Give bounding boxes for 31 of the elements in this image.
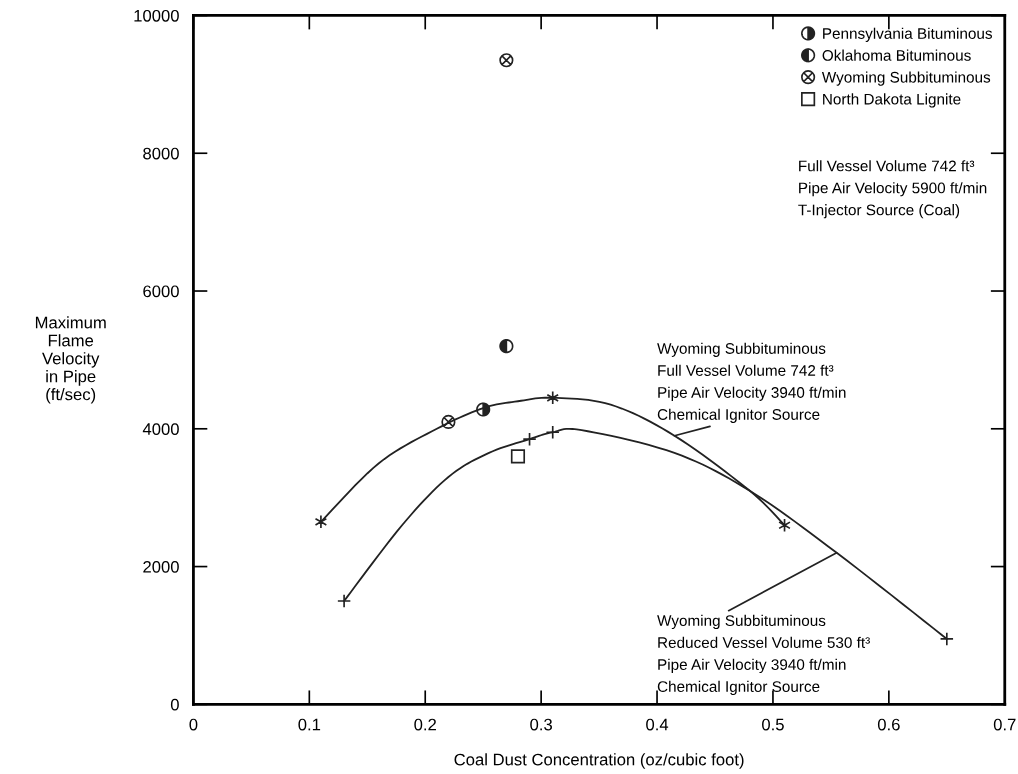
y-tick-label: 10000 xyxy=(134,9,179,22)
y-tick-label: 8000 xyxy=(143,147,179,160)
x-tick-label: 0.7 xyxy=(993,718,1016,731)
point xyxy=(510,449,526,464)
y-tick-label: 6000 xyxy=(143,285,179,298)
annotation: Full Vessel Volume 742 ft³ Pipe Air Velocity 5900 ft/min T-Injector Source (Coal) xyxy=(798,160,987,219)
legend-label: Wyoming Subbituminous xyxy=(821,71,991,86)
point xyxy=(314,514,328,529)
y-tick-label: 0 xyxy=(170,698,179,711)
x-tick-label: 0.3 xyxy=(530,718,552,731)
legend-label: Pennsylvania Bituminous xyxy=(823,27,992,42)
y-axis-title: Maximum Flame Velocity in Pipe (ft/sec) xyxy=(35,316,106,404)
annotation: Wyoming Subbituminous Reduced Vessel Volume 530 ft³ Pipe Air Velocity 3940 ft/min Chemical Ignitor Source xyxy=(657,614,870,696)
point xyxy=(441,414,456,429)
point xyxy=(499,339,514,354)
point xyxy=(499,53,514,68)
point xyxy=(546,390,559,405)
annotation: Wyoming Subbituminous Full Vessel Volume 742 ft³ Pipe Air Velocity 3940 ft/min Chemical Ignitor Source xyxy=(657,342,846,423)
x-tick-label: 0.2 xyxy=(414,718,436,731)
legend-label: Oklahoma Bituminous xyxy=(822,49,971,61)
x-tick-label: 0 xyxy=(189,718,198,731)
y-tick-label: 4000 xyxy=(142,423,179,435)
x-tick-label: 0.6 xyxy=(877,718,900,731)
y-tick-label: 2000 xyxy=(143,560,179,573)
x-tick-label: 0.1 xyxy=(298,718,321,731)
x-tick-label: 0.5 xyxy=(762,718,784,731)
x-axis-title: Coal Dust Concentration (oz/cubic foot) xyxy=(454,753,744,769)
legend-label: North Dakota Lignite xyxy=(823,93,961,108)
point xyxy=(476,402,491,417)
point xyxy=(778,518,791,533)
x-tick-label: 0.4 xyxy=(646,718,669,731)
